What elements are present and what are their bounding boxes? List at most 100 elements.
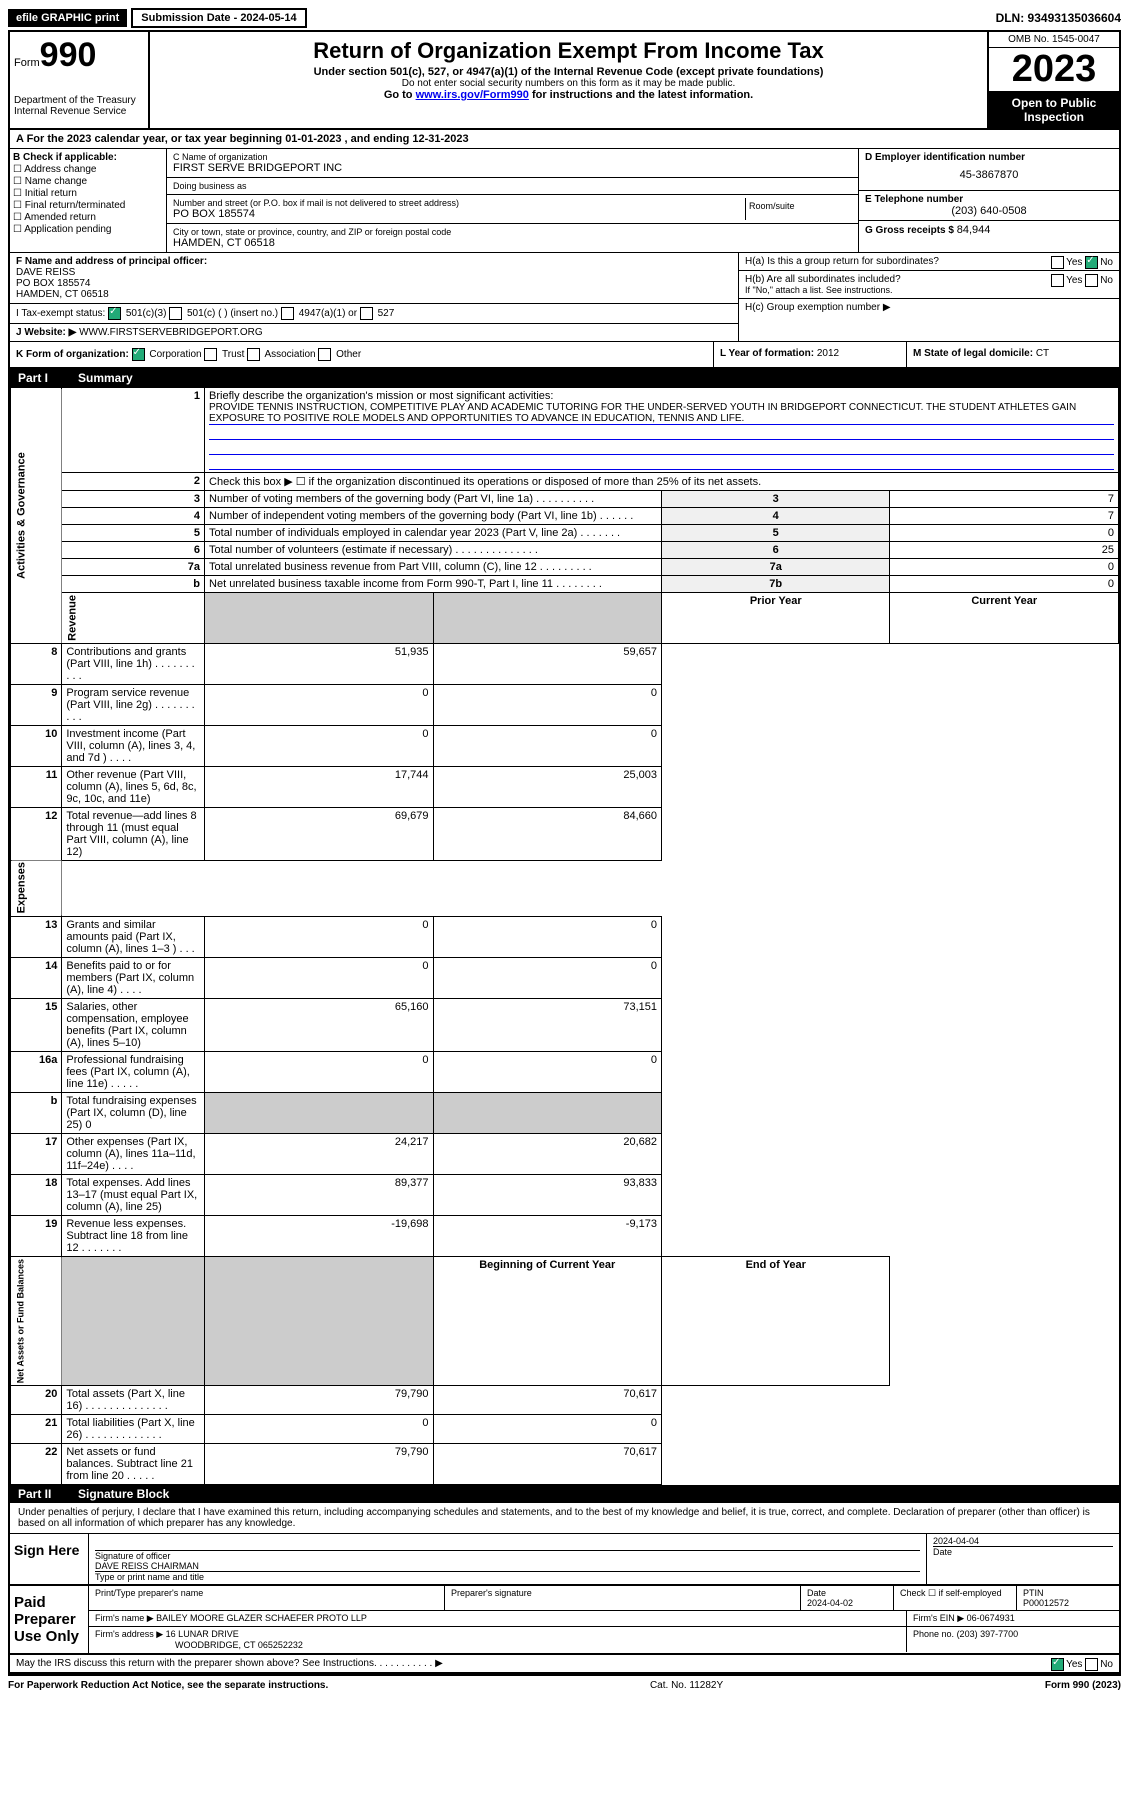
c-name: FIRST SERVE BRIDGEPORT INC [173,162,852,174]
chk-trust[interactable] [204,348,217,361]
chk-assoc[interactable] [247,348,260,361]
begin-header: Beginning of Current Year [433,1257,661,1386]
line-num: 21 [11,1415,62,1444]
chk-final[interactable]: ☐ Final return/terminated [13,200,163,211]
line-num: 19 [11,1216,62,1257]
j-block: J Website: ▶ WWW.FIRSTSERVEBRIDGEPORT.OR… [10,324,738,341]
current-val: 0 [433,684,661,725]
efile-badge: efile GRAPHIC print [8,9,127,27]
line-text: Contributions and grants (Part VIII, lin… [62,643,205,684]
line-text: Revenue less expenses. Subtract line 18 … [62,1216,205,1257]
omb: OMB No. 1545-0047 [989,32,1119,48]
d-ein: 45-3867870 [865,163,1113,187]
year-col: OMB No. 1545-0047 2023 Open to Public In… [987,32,1119,128]
chk-initial[interactable]: ☐ Initial return [13,188,163,199]
tax-year: 2023 [989,48,1119,92]
title-col: Return of Organization Exempt From Incom… [150,32,987,128]
line-num: 13 [11,917,62,958]
line-text: Net assets or fund balances. Subtract li… [62,1444,205,1485]
firm-addr1: 16 LUNAR DRIVE [166,1629,239,1639]
c-street-label: Number and street (or P.O. box if mail i… [173,198,745,208]
chk-hb-no[interactable] [1085,274,1098,287]
part1-header: Part I Summary [10,369,1119,387]
line-text: Investment income (Part VIII, column (A)… [62,725,205,766]
firm-phone: (203) 397-7700 [957,1629,1019,1639]
chk-other[interactable] [318,348,331,361]
sign-here-label: Sign Here [10,1534,89,1584]
current-val: 0 [433,917,661,958]
g-label: G Gross receipts $ [865,225,954,236]
prior-val: 0 [205,958,433,999]
b-label: B Check if applicable: [13,152,163,163]
chk-corp[interactable] [132,348,145,361]
chk-ha-no[interactable] [1085,256,1098,269]
prior-val: 24,217 [205,1134,433,1175]
current-val: 0 [433,958,661,999]
e-label: E Telephone number [865,194,1113,205]
begin-val: 79,790 [205,1386,433,1415]
current-val: 0 [433,1052,661,1093]
line-text: Total revenue—add lines 8 through 11 (mu… [62,807,205,860]
line-text: Net unrelated business taxable income fr… [205,576,662,593]
prior-val: 0 [205,725,433,766]
chk-discuss-yes[interactable] [1051,1658,1064,1671]
line-text: Number of independent voting members of … [205,508,662,525]
line-text: Other revenue (Part VIII, column (A), li… [62,766,205,807]
chk-pending[interactable]: ☐ Application pending [13,224,163,235]
end-header: End of Year [661,1257,889,1386]
chk-hb-yes[interactable] [1051,274,1064,287]
line-text: Benefits paid to or for members (Part IX… [62,958,205,999]
line-num: 16a [11,1052,62,1093]
chk-amended[interactable]: ☐ Amended return [13,212,163,223]
current-val: -9,173 [433,1216,661,1257]
line-text: Total number of individuals employed in … [205,525,662,542]
c-street: PO BOX 185574 [173,208,745,220]
chk-address[interactable]: ☐ Address change [13,164,163,175]
line-text: Total assets (Part X, line 16) . . . . .… [62,1386,205,1415]
prior-val: 69,679 [205,807,433,860]
current-val: 25,003 [433,766,661,807]
f-block: F Name and address of principal officer:… [10,253,738,304]
prior-val: 0 [205,917,433,958]
chk-527[interactable] [360,307,373,320]
goto-link[interactable]: www.irs.gov/Form990 [416,89,529,101]
c-city-label: City or town, state or province, country… [173,227,852,237]
sig-officer-name: DAVE REISS CHAIRMAN [95,1561,920,1571]
form-number: 990 [40,36,97,74]
sig-date: 2024-04-04 [933,1536,1113,1546]
chk-name[interactable]: ☐ Name change [13,176,163,187]
f-label: F Name and address of principal officer: [16,256,732,267]
goto-line: Go to www.irs.gov/Form990 for instructio… [154,89,983,101]
prior-val: -19,698 [205,1216,433,1257]
chk-ha-yes[interactable] [1051,256,1064,269]
officer-sig-line[interactable] [95,1536,920,1551]
chk-501c3[interactable] [108,307,121,320]
sig-decl: Under penalties of perjury, I declare th… [10,1503,1119,1534]
line-text: Number of voting members of the governin… [205,491,662,508]
i-block: I Tax-exempt status: 501(c)(3) 501(c) ( … [10,304,738,324]
q2: Check this box ▶ ☐ if the organization d… [205,473,1119,491]
line-num: 7a [62,559,205,576]
line-num: 18 [11,1175,62,1216]
e-phone: (203) 640-0508 [865,205,1113,217]
chk-4947[interactable] [281,307,294,320]
line-num: 12 [11,807,62,860]
header-bar: efile GRAPHIC print Submission Date - 20… [8,8,1121,28]
chk-discuss-no[interactable] [1085,1658,1098,1671]
line-box: 3 [661,491,889,508]
sig-date-label: Date [933,1546,1113,1557]
line-num: 20 [11,1386,62,1415]
line-text: Other expenses (Part IX, column (A), lin… [62,1134,205,1175]
current-val: 20,682 [433,1134,661,1175]
ssn-note: Do not enter social security numbers on … [154,78,983,89]
vlabel-exp: Expenses [11,860,62,916]
line-num: 17 [11,1134,62,1175]
j-website: WWW.FIRSTSERVEBRIDGEPORT.ORG [79,327,263,338]
line-val: 0 [890,525,1119,542]
line-box: 6 [661,542,889,559]
sig-officer-label: Signature of officer [95,1551,920,1561]
chk-501c[interactable] [169,307,182,320]
f-name: DAVE REISS [16,267,732,278]
line-num: 4 [62,508,205,525]
line-val: 0 [890,576,1119,593]
